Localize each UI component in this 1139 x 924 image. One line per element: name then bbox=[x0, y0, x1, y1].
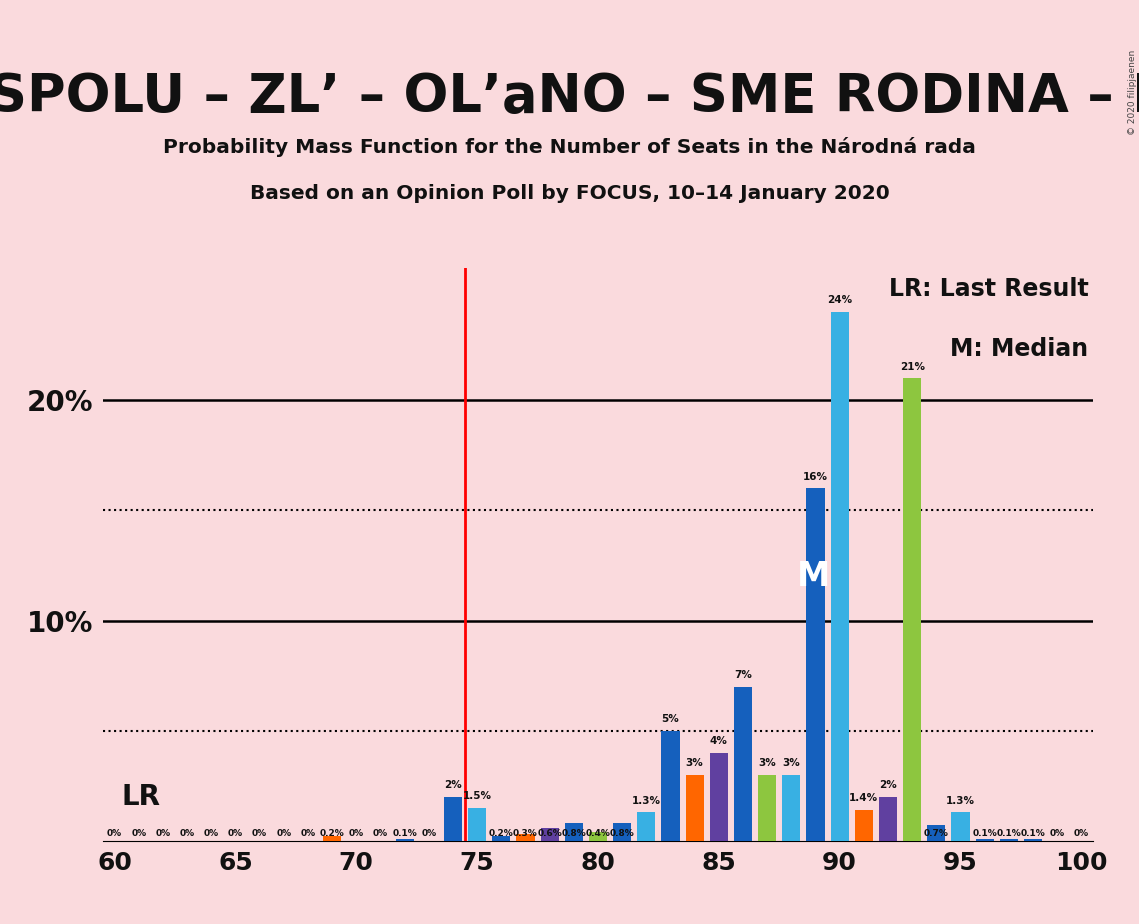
Text: SPOLU – ZLʼ – OLʼaNO – SME RODINA – KDH – SaS – MOS: SPOLU – ZLʼ – OLʼaNO – SME RODINA – KDH … bbox=[0, 70, 1139, 123]
Bar bbox=[662, 731, 680, 841]
Bar bbox=[782, 774, 801, 841]
Text: 0.1%: 0.1% bbox=[392, 829, 417, 838]
Text: 0%: 0% bbox=[349, 829, 363, 838]
Text: 1.3%: 1.3% bbox=[632, 796, 661, 806]
Text: 2%: 2% bbox=[879, 780, 896, 790]
Bar bbox=[976, 839, 993, 841]
Text: 0.8%: 0.8% bbox=[562, 829, 587, 838]
Text: 0.1%: 0.1% bbox=[973, 829, 997, 838]
Text: 7%: 7% bbox=[734, 670, 752, 680]
Text: 0.6%: 0.6% bbox=[538, 829, 562, 838]
Bar bbox=[444, 796, 462, 841]
Bar bbox=[589, 832, 607, 841]
Text: 0%: 0% bbox=[421, 829, 436, 838]
Bar bbox=[686, 774, 704, 841]
Text: LR: LR bbox=[122, 783, 161, 810]
Bar bbox=[468, 808, 486, 841]
Bar bbox=[710, 753, 728, 841]
Text: 0%: 0% bbox=[372, 829, 388, 838]
Text: 3%: 3% bbox=[782, 758, 801, 768]
Text: 3%: 3% bbox=[759, 758, 776, 768]
Bar bbox=[927, 825, 945, 841]
Text: 0.2%: 0.2% bbox=[489, 829, 514, 838]
Text: 4%: 4% bbox=[710, 736, 728, 746]
Text: 0%: 0% bbox=[1050, 829, 1065, 838]
Text: 0%: 0% bbox=[131, 829, 146, 838]
Bar bbox=[1024, 839, 1042, 841]
Text: Probability Mass Function for the Number of Seats in the Národná rada: Probability Mass Function for the Number… bbox=[163, 137, 976, 157]
Text: 21%: 21% bbox=[900, 361, 925, 371]
Bar bbox=[516, 834, 534, 841]
Bar bbox=[734, 687, 752, 841]
Bar bbox=[951, 812, 969, 841]
Bar bbox=[323, 836, 342, 841]
Bar bbox=[492, 836, 510, 841]
Text: © 2020 filipjaenen: © 2020 filipjaenen bbox=[1128, 50, 1137, 135]
Text: M: M bbox=[796, 560, 829, 593]
Bar bbox=[759, 774, 776, 841]
Text: 0%: 0% bbox=[228, 829, 243, 838]
Bar bbox=[1000, 839, 1018, 841]
Text: 0%: 0% bbox=[107, 829, 122, 838]
Text: 0%: 0% bbox=[252, 829, 268, 838]
Bar bbox=[830, 312, 849, 841]
Text: 0.3%: 0.3% bbox=[513, 829, 538, 838]
Bar bbox=[637, 812, 655, 841]
Text: 1.3%: 1.3% bbox=[947, 796, 975, 806]
Text: 0%: 0% bbox=[277, 829, 292, 838]
Text: 0%: 0% bbox=[180, 829, 195, 838]
Bar bbox=[613, 823, 631, 841]
Text: 0%: 0% bbox=[301, 829, 316, 838]
Text: 1.5%: 1.5% bbox=[462, 791, 492, 801]
Text: 0.8%: 0.8% bbox=[609, 829, 634, 838]
Bar bbox=[541, 828, 559, 841]
Text: LR: Last Result: LR: Last Result bbox=[888, 276, 1089, 300]
Bar bbox=[565, 823, 583, 841]
Text: 2%: 2% bbox=[444, 780, 461, 790]
Bar bbox=[854, 810, 872, 841]
Bar bbox=[395, 839, 413, 841]
Text: 1.4%: 1.4% bbox=[850, 794, 878, 803]
Text: 24%: 24% bbox=[827, 296, 852, 306]
Text: 3%: 3% bbox=[686, 758, 704, 768]
Text: M: Median: M: Median bbox=[950, 336, 1089, 360]
Text: 0.4%: 0.4% bbox=[585, 829, 611, 838]
Text: 0%: 0% bbox=[1074, 829, 1089, 838]
Text: 0.1%: 0.1% bbox=[1021, 829, 1046, 838]
Text: 0.7%: 0.7% bbox=[924, 829, 949, 838]
Text: Based on an Opinion Poll by FOCUS, 10–14 January 2020: Based on an Opinion Poll by FOCUS, 10–14… bbox=[249, 184, 890, 203]
Text: 16%: 16% bbox=[803, 471, 828, 481]
Text: 0.2%: 0.2% bbox=[320, 829, 344, 838]
Text: 0%: 0% bbox=[204, 829, 219, 838]
Text: 0.1%: 0.1% bbox=[997, 829, 1022, 838]
Bar bbox=[903, 378, 921, 841]
Bar bbox=[806, 488, 825, 841]
Text: 0%: 0% bbox=[155, 829, 171, 838]
Bar bbox=[879, 796, 898, 841]
Text: 5%: 5% bbox=[662, 714, 679, 724]
